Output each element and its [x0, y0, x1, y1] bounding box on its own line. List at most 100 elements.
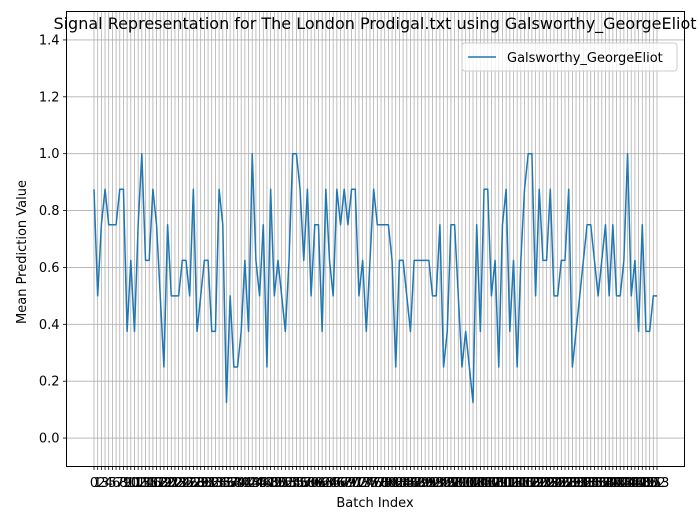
x-tick-label: 95 — [435, 476, 452, 491]
grid — [66, 11, 685, 467]
x-tick-label: 80 — [380, 476, 397, 491]
x-tick-label: 32 — [203, 476, 220, 491]
x-tick-label: 142 — [604, 476, 629, 491]
y-tick-label: 0.0 — [39, 432, 60, 447]
x-tick-label: 17 — [148, 476, 165, 491]
x-axis-title: Batch Index — [336, 496, 414, 511]
x-tick-label: 2 — [97, 476, 105, 491]
x-tick-label: 125 — [542, 476, 567, 491]
x-tick-label: 22 — [167, 476, 184, 491]
y-tick-label: 1.2 — [39, 90, 60, 105]
x-tick-label: 96 — [439, 476, 456, 491]
legend: Galsworthy_GeorgeEliot — [461, 42, 678, 72]
x-tick-label: 30 — [196, 476, 213, 491]
x-tick-label: 54 — [284, 476, 301, 491]
x-tick-label: 56 — [292, 476, 309, 491]
x-tick-label: 134 — [575, 476, 600, 491]
x-tick-label: 27 — [185, 476, 202, 491]
x-tick-label: 126 — [545, 476, 570, 491]
x-tick-label: 79 — [376, 476, 393, 491]
x-tick-label: 39 — [229, 476, 246, 491]
x-tick-label: 20 — [159, 476, 176, 491]
x-tick-label: 21 — [163, 476, 180, 491]
x-tick-label: 55 — [288, 476, 305, 491]
x-tick-label: 129 — [556, 476, 581, 491]
x-tick-label: 151 — [637, 476, 662, 491]
x-tick-label: 109 — [483, 476, 508, 491]
x-tick-label: 94 — [432, 476, 449, 491]
x-tick-label: 99 — [450, 476, 467, 491]
y-tick-label: 0.4 — [39, 318, 60, 333]
x-tick-label: 84 — [395, 476, 412, 491]
x-tick-label: 133 — [571, 476, 596, 491]
x-tick-label: 31 — [200, 476, 217, 491]
y-tick-label: 0.8 — [39, 204, 60, 219]
x-tick-label: 118 — [516, 476, 541, 491]
x-tick-label: 29 — [192, 476, 209, 491]
x-tick-label: 66 — [329, 476, 346, 491]
x-tick-label: 81 — [384, 476, 401, 491]
x-tick-label: 34 — [211, 476, 228, 491]
x-tick-label: 110 — [486, 476, 511, 491]
x-tick-label: 69 — [340, 476, 357, 491]
y-axis: 0.0 0.2 0.4 0.6 0.8 1.0 1.2 1.4 — [39, 33, 67, 447]
x-tick-label: 48 — [262, 476, 279, 491]
x-tick-label: 11 — [126, 476, 143, 491]
x-tick-label: 36 — [218, 476, 235, 491]
x-tick-label: 130 — [560, 476, 585, 491]
x-tick-label: 4 — [105, 476, 113, 491]
x-tick-label: 135 — [578, 476, 603, 491]
x-tick-label: 35 — [215, 476, 232, 491]
x-tick-label: 47 — [259, 476, 276, 491]
x-tick-label: 14 — [137, 476, 154, 491]
x-tick-label: 71 — [347, 476, 364, 491]
series-layer — [93, 152, 657, 404]
x-tick-label: 119 — [519, 476, 544, 491]
x-tick-label: 83 — [391, 476, 408, 491]
x-tick-label: 136 — [582, 476, 607, 491]
x-tick-label: 86 — [402, 476, 419, 491]
x-tick-label: 9 — [123, 476, 131, 491]
x-tick-label: 51 — [273, 476, 290, 491]
x-tick-label: 150 — [634, 476, 659, 491]
x-tick-label: 70 — [343, 476, 360, 491]
x-tick-label: 137 — [586, 476, 611, 491]
x-tick-label: 82 — [387, 476, 404, 491]
x-tick-label: 72 — [351, 476, 368, 491]
x-tick-label: 98 — [446, 476, 463, 491]
chart-title: Signal Representation for The London Pro… — [53, 14, 696, 34]
x-tick-label: 143 — [608, 476, 633, 491]
x-tick-label: 89 — [413, 476, 430, 491]
x-tick-label: 146 — [619, 476, 644, 491]
x-tick-label: 127 — [549, 476, 574, 491]
x-tick-label: 57 — [295, 476, 312, 491]
x-tick-label: 15 — [141, 476, 158, 491]
x-tick-label: 128 — [553, 476, 578, 491]
y-tick-label: 1.4 — [39, 33, 60, 48]
x-tick-label: 25 — [178, 476, 195, 491]
x-tick-label: 104 — [464, 476, 489, 491]
x-tick-label: 16 — [145, 476, 162, 491]
x-tick-label: 93 — [428, 476, 445, 491]
y-tick-label: 0.2 — [39, 375, 60, 390]
x-tick-label: 59 — [303, 476, 320, 491]
x-tick-label: 28 — [189, 476, 206, 491]
x-tick-label: 37 — [222, 476, 239, 491]
x-tick-label: 62 — [314, 476, 331, 491]
x-tick-label: 7 — [116, 476, 124, 491]
x-tick-label: 144 — [611, 476, 636, 491]
x-tick-label: 100 — [450, 476, 475, 491]
x-tick-label: 131 — [564, 476, 589, 491]
x-tick-label: 53 — [281, 476, 298, 491]
x-tick-label: 147 — [623, 476, 648, 491]
x-tick-label: 45 — [251, 476, 268, 491]
x-tick-label: 112 — [494, 476, 519, 491]
x-tick-label: 24 — [174, 476, 191, 491]
x-tick-label: 73 — [354, 476, 371, 491]
x-tick-label: 107 — [475, 476, 500, 491]
x-tick-label: 140 — [597, 476, 622, 491]
x-tick-label: 90 — [417, 476, 434, 491]
x-tick-label: 10 — [123, 476, 140, 491]
x-tick-label: 122 — [531, 476, 556, 491]
x-tick-label: 102 — [457, 476, 482, 491]
